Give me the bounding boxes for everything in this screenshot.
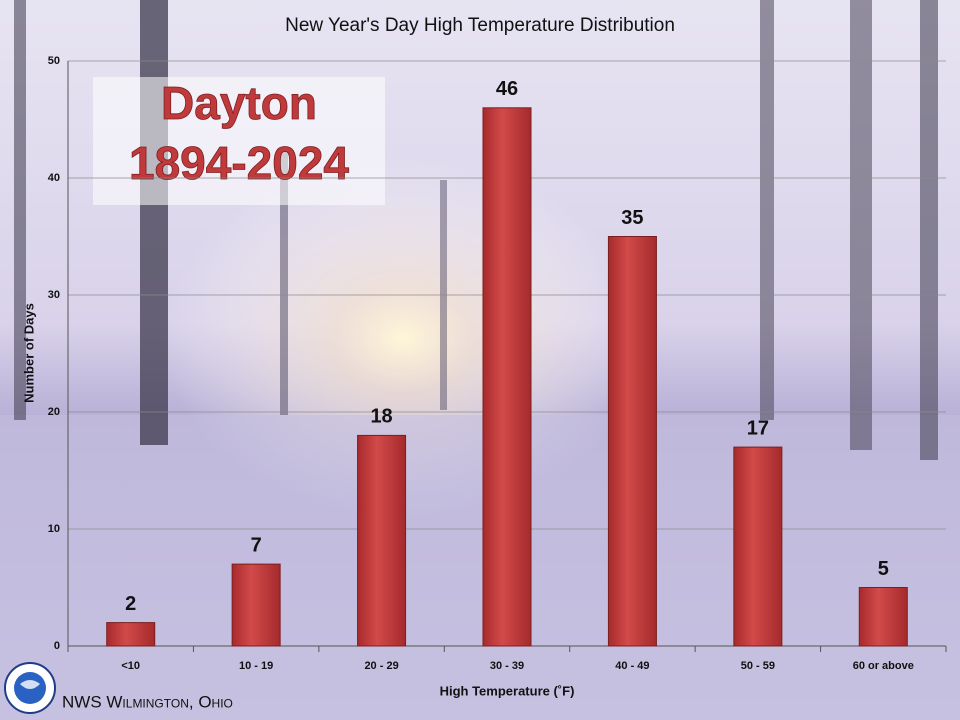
bar [482,107,532,647]
data-label: 35 [621,207,643,229]
x-tick-label: 10 - 19 [239,660,273,672]
annotation: 1894-2024 [129,137,349,189]
logo [4,662,56,714]
y-tick-label: 50 [48,55,60,67]
data-label: 17 [747,417,769,439]
data-label: 2 [125,593,136,615]
data-label: 7 [251,534,262,556]
bar [231,563,281,647]
y-tick-label: 0 [54,640,60,652]
x-tick-label: <10 [121,660,140,672]
x-tick-label: 30 - 39 [490,660,524,672]
x-tick-label: 20 - 29 [364,660,398,672]
bar [858,587,908,647]
bar [733,446,783,647]
y-tick-label: 30 [48,289,60,301]
x-tick-label: 60 or above [853,660,914,672]
data-label: 18 [370,406,392,428]
x-axis-title: High Temperature (˚F) [440,683,575,698]
data-label: 46 [496,78,518,100]
footer: NWS Wilmington, Ohio [62,692,233,711]
x-tick-label: 50 - 59 [741,660,775,672]
bar [357,434,407,647]
x-tick-label: 40 - 49 [615,660,649,672]
data-label: 5 [878,558,889,580]
y-tick-label: 10 [48,523,60,535]
y-tick-label: 20 [48,406,60,418]
y-axis-title: Number of Days [21,303,36,403]
annotation-box [93,77,385,205]
bar [106,622,156,647]
y-tick-label: 40 [48,172,60,184]
bar [607,236,657,647]
chart-title: New Year's Day High Temperature Distribu… [285,15,675,36]
annotation: Dayton [161,77,317,129]
